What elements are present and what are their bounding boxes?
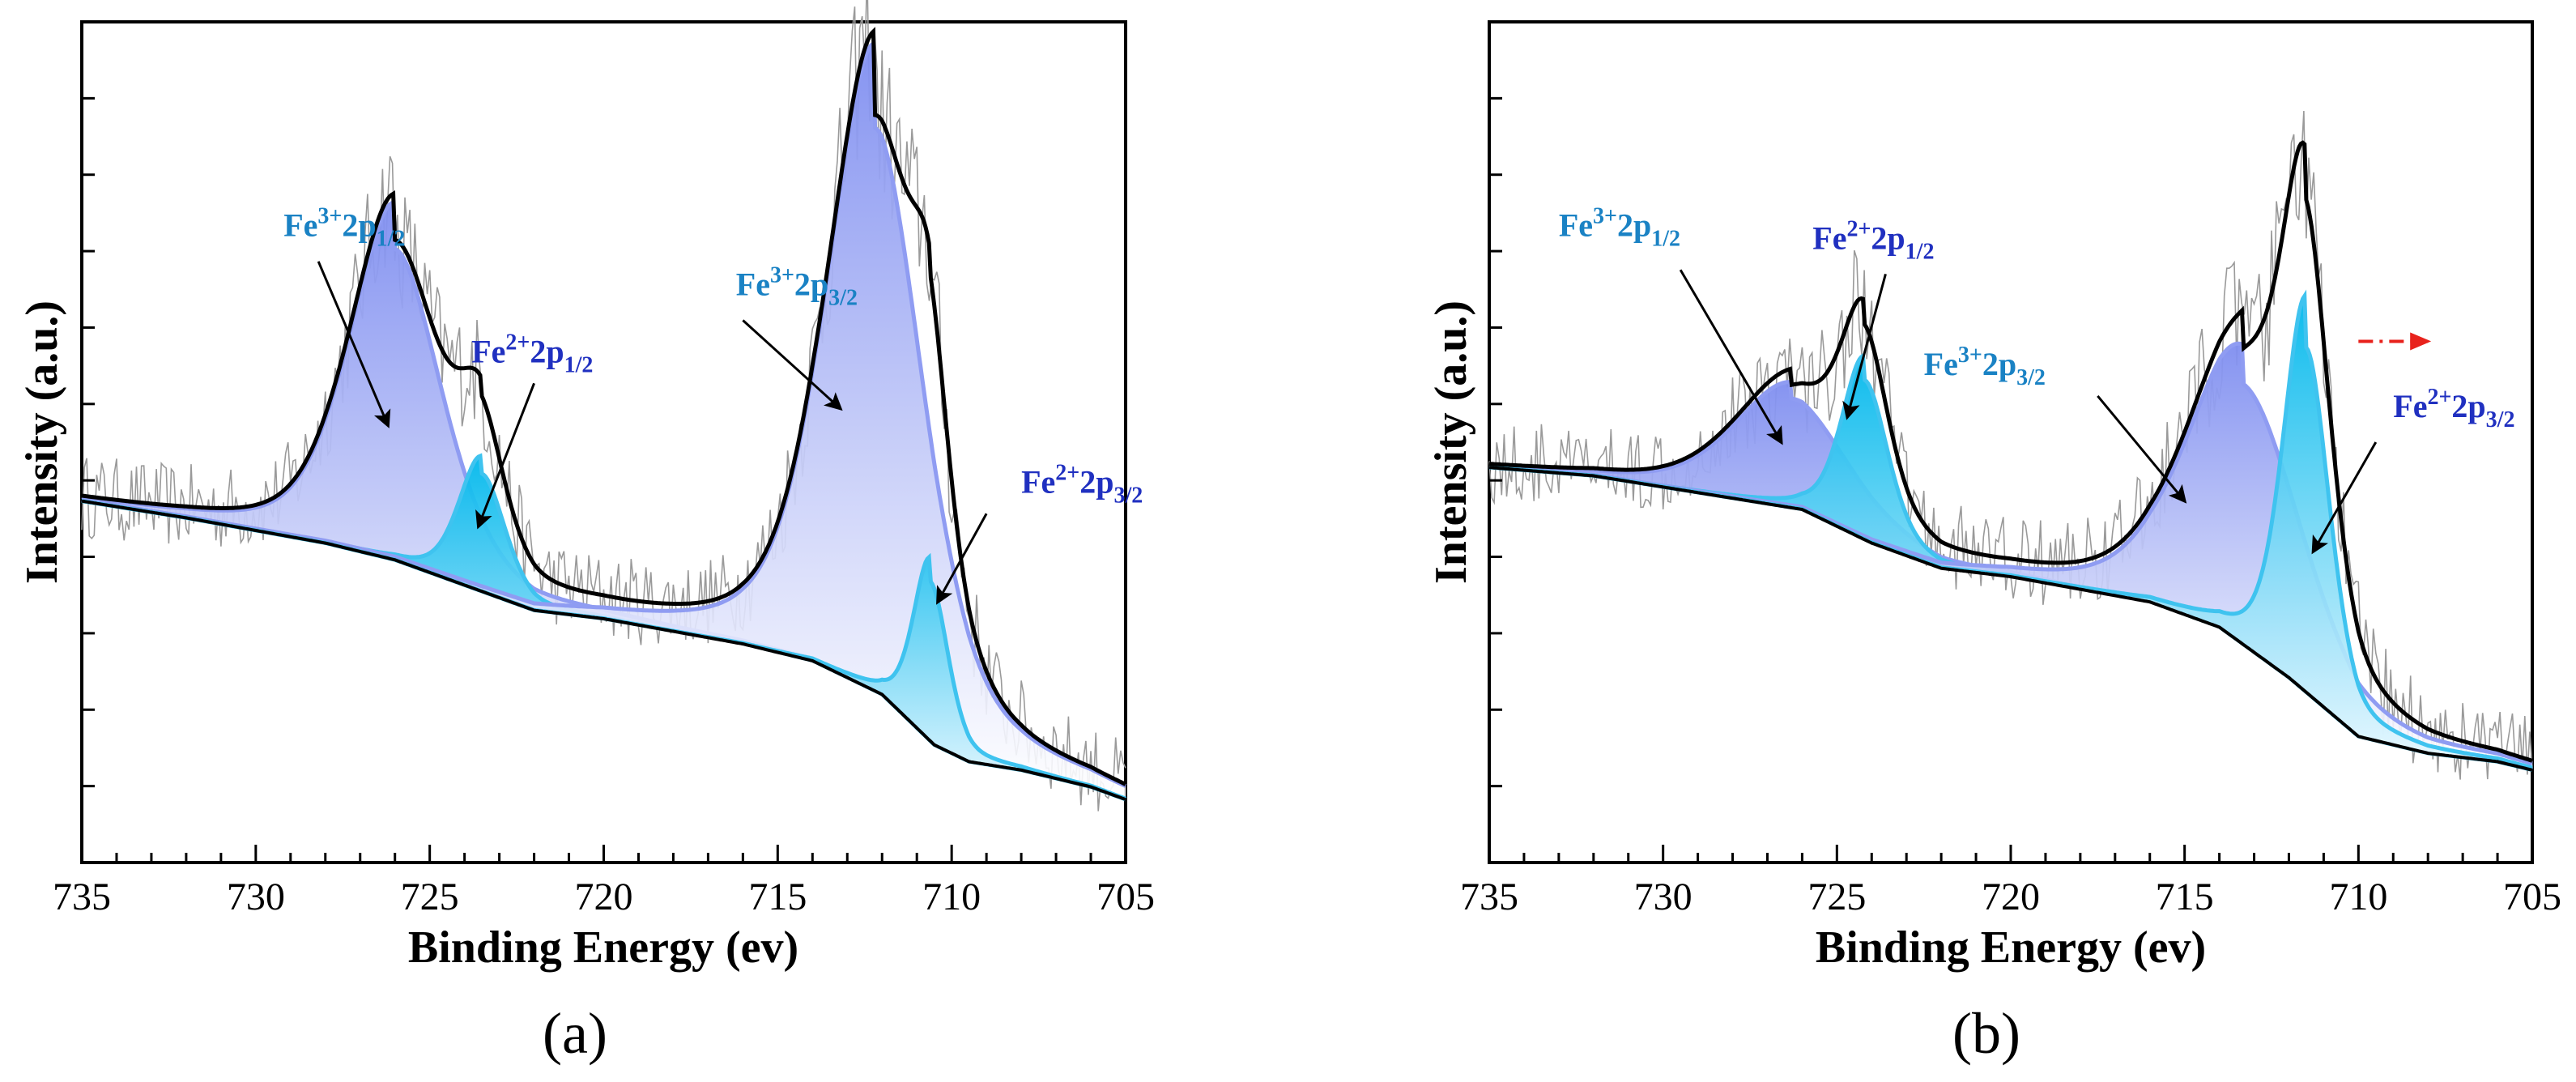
peak-label-fe2-2p12: Fe2+2p1/2 xyxy=(471,330,593,530)
peak-label-fe2-2p32: Fe2+2p3/2 xyxy=(936,460,1143,605)
fitted-peaks xyxy=(81,40,1127,802)
panel-caption: (b) xyxy=(1952,1001,2020,1066)
pointer-arrow xyxy=(2311,441,2378,555)
peak-label-text: Fe3+2p1/2 xyxy=(283,204,405,252)
peak-label-fe2-2p12: Fe2+2p1/2 xyxy=(1812,216,1934,420)
envelope-line xyxy=(81,27,1127,786)
x-tick-label: 705 xyxy=(2503,875,2561,918)
panel-b: 735 730 725 720 715 710 705 Fe3+2p1/2 Fe2+2p1/2… xyxy=(1426,20,2561,1066)
peak-label-fe2-2p32: Fe2+2p3/2 xyxy=(2311,385,2514,555)
x-tick-label: 710 xyxy=(2329,875,2387,918)
x-axis-title: Binding Energy (ev) xyxy=(408,922,798,973)
peak-label-fe3-2p12: Fe3+2p1/2 xyxy=(283,204,405,428)
peak-label-text: Fe2+2p1/2 xyxy=(1812,216,1934,264)
x-tick-label: 730 xyxy=(1634,875,1692,918)
peak-annotations: Fe3+2p1/2 Fe2+2p1/2 Fe3+2p3/2 Fe2+2p3/2 xyxy=(1559,204,2514,555)
x-tick-label: 720 xyxy=(575,875,633,918)
x-tick-label: 715 xyxy=(2156,875,2214,918)
fitted-envelope xyxy=(81,27,1127,801)
x-axis-title: Binding Energy (ev) xyxy=(1816,922,2206,973)
y-axis-title: Intensity (a.u.) xyxy=(1426,300,1476,584)
y-axis-title: Intensity (a.u.) xyxy=(17,300,67,584)
pointer-arrow xyxy=(317,261,391,428)
panel-caption: (a) xyxy=(543,1001,607,1066)
fitted-envelope xyxy=(1488,140,2533,772)
pointer-arrow xyxy=(475,382,535,530)
peak-area-fe3-2p1-2 xyxy=(82,202,1126,800)
peak-label-fe3-2p12: Fe3+2p1/2 xyxy=(1559,204,1783,445)
pointer-arrow xyxy=(742,319,843,411)
peak-area-fe2-2p3-2 xyxy=(1489,296,2532,770)
x-axis-ticks: 735 730 725 720 715 710 705 xyxy=(53,96,1155,918)
background-line xyxy=(1488,466,2533,772)
background-line xyxy=(81,499,1126,801)
peak-label-text: Fe2+2p3/2 xyxy=(1021,460,1143,508)
x-tick-label: 725 xyxy=(401,875,459,918)
pointer-arrow xyxy=(1842,274,1887,420)
peak-area-fe3-2p3-2 xyxy=(82,43,1126,800)
peak-label-fe3-2p32: Fe3+2p3/2 xyxy=(1924,343,2187,504)
x-tick-label: 735 xyxy=(53,875,111,918)
x-tick-label: 730 xyxy=(227,875,285,918)
pointer-arrow xyxy=(1679,269,1783,445)
envelope-line xyxy=(1488,140,2533,763)
peak-outline xyxy=(1488,341,2533,766)
peak-label-text: Fe3+2p3/2 xyxy=(1924,343,2046,390)
peak-label-text: Fe3+2p3/2 xyxy=(736,262,858,310)
peak-label-text: Fe2+2p1/2 xyxy=(471,330,593,377)
x-axis-ticks: 735 730 725 720 715 710 705 xyxy=(1460,96,2561,918)
x-tick-label: 710 xyxy=(922,875,981,918)
pointer-arrow xyxy=(2097,394,2187,504)
x-tick-label: 715 xyxy=(748,875,807,918)
x-tick-label: 705 xyxy=(1096,875,1155,918)
peak-label-text: Fe3+2p1/2 xyxy=(1559,204,1680,252)
peak-label-text: Fe2+2p3/2 xyxy=(2393,385,2514,432)
panel-a: 735 730 725 720 715 710 705 Fe3+2p1/2 Fe2+2p1/2… xyxy=(17,0,1155,1066)
x-tick-label: 720 xyxy=(1982,875,2040,918)
peak-label-fe3-2p32: Fe3+2p3/2 xyxy=(736,262,858,411)
x-tick-label: 725 xyxy=(1807,875,1866,918)
peak-annotations: Fe3+2p1/2 Fe2+2p1/2 Fe3+2p3/2 Fe2+2p3/2 xyxy=(283,204,1143,605)
pointer-arrow xyxy=(936,513,988,605)
x-tick-label: 735 xyxy=(1460,875,1518,918)
